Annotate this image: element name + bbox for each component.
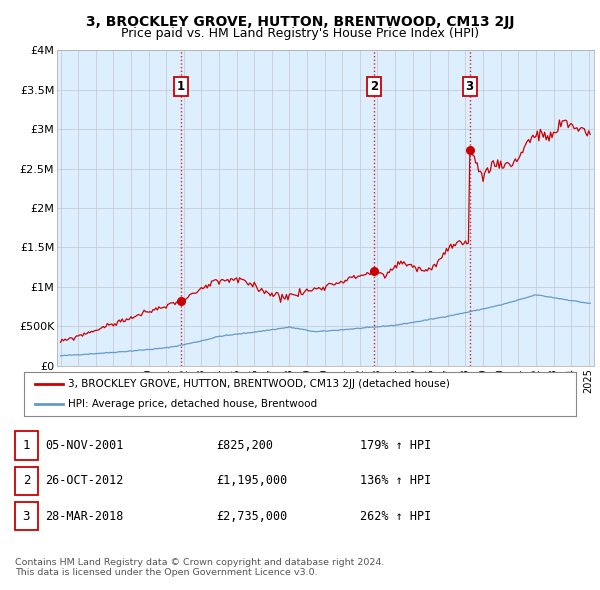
Text: 2: 2	[23, 474, 30, 487]
Text: 1: 1	[23, 439, 30, 452]
Text: 179% ↑ HPI: 179% ↑ HPI	[360, 439, 431, 452]
Text: 3, BROCKLEY GROVE, HUTTON, BRENTWOOD, CM13 2JJ: 3, BROCKLEY GROVE, HUTTON, BRENTWOOD, CM…	[86, 15, 514, 29]
Text: 26-OCT-2012: 26-OCT-2012	[45, 474, 124, 487]
Text: Contains HM Land Registry data © Crown copyright and database right 2024.
This d: Contains HM Land Registry data © Crown c…	[15, 558, 385, 577]
Text: 3: 3	[23, 510, 30, 523]
Text: 3, BROCKLEY GROVE, HUTTON, BRENTWOOD, CM13 2JJ (detached house): 3, BROCKLEY GROVE, HUTTON, BRENTWOOD, CM…	[68, 379, 450, 389]
Text: 262% ↑ HPI: 262% ↑ HPI	[360, 510, 431, 523]
Text: £825,200: £825,200	[216, 439, 273, 452]
Text: 2: 2	[370, 80, 379, 93]
Text: HPI: Average price, detached house, Brentwood: HPI: Average price, detached house, Bren…	[68, 399, 317, 408]
Text: 1: 1	[177, 80, 185, 93]
Text: 136% ↑ HPI: 136% ↑ HPI	[360, 474, 431, 487]
Text: Price paid vs. HM Land Registry's House Price Index (HPI): Price paid vs. HM Land Registry's House …	[121, 27, 479, 40]
Text: 3: 3	[466, 80, 473, 93]
Text: 28-MAR-2018: 28-MAR-2018	[45, 510, 124, 523]
Text: £1,195,000: £1,195,000	[216, 474, 287, 487]
Text: 05-NOV-2001: 05-NOV-2001	[45, 439, 124, 452]
Text: £2,735,000: £2,735,000	[216, 510, 287, 523]
